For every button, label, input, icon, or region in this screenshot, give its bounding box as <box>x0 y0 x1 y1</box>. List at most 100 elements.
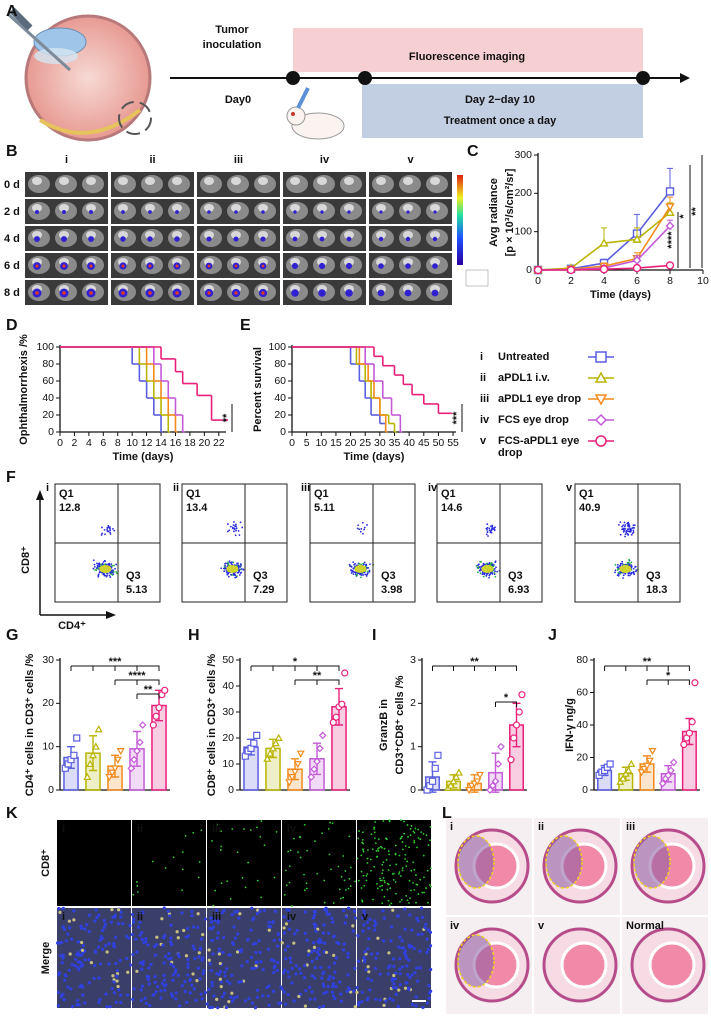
cd8-signal <box>226 880 229 883</box>
nucleus <box>174 991 178 995</box>
column-label: iv <box>320 154 330 166</box>
signal-spot <box>406 210 410 214</box>
nucleus <box>404 981 408 985</box>
cd8-signal <box>172 856 175 859</box>
data-point <box>665 221 675 231</box>
significance-bracket <box>70 665 160 671</box>
y-axis-label: Percent survival <box>252 347 264 432</box>
cd8-signal <box>422 833 425 835</box>
quadrant-name: Q3 <box>253 570 268 582</box>
data-point <box>664 771 673 780</box>
flow-event <box>488 576 490 579</box>
significance-label: ** <box>690 207 702 216</box>
cd8-signal <box>181 851 184 854</box>
y-tick-label: 60 <box>42 375 54 387</box>
flow-event <box>478 569 481 572</box>
data-point <box>632 263 642 273</box>
nucleus <box>255 911 260 916</box>
nucleus <box>132 987 136 991</box>
flow-event <box>234 534 237 537</box>
nucleus <box>289 960 293 964</box>
flow-panel-tag: iv <box>428 482 438 494</box>
cd8-signal <box>220 845 223 848</box>
cd8-signal <box>405 895 408 897</box>
nucleus <box>59 994 63 999</box>
cd8-signal <box>260 820 263 822</box>
flow-event <box>229 525 232 528</box>
nucleus <box>326 984 330 989</box>
y-axis-label: Ophthalmorrhexis /% <box>18 334 30 445</box>
nucleus <box>330 990 335 994</box>
column-label: i <box>65 154 68 166</box>
cd8-signal <box>376 855 379 858</box>
data-point <box>665 203 675 212</box>
cd8-signal <box>381 863 384 866</box>
flow-event <box>109 529 112 532</box>
nucleus <box>313 925 317 929</box>
cd8-signal <box>361 839 364 841</box>
legend-tag: i <box>480 351 483 363</box>
nucleus <box>293 932 297 936</box>
cd8-signal <box>408 846 410 849</box>
y-tick-label: 20 <box>222 732 234 744</box>
nucleus <box>162 978 166 982</box>
nucleus <box>287 927 292 931</box>
mouse-illustration <box>286 87 345 140</box>
significance-bracket <box>495 701 517 707</box>
flow-event <box>622 524 625 527</box>
flow-event <box>240 567 243 570</box>
nucleus <box>375 951 380 956</box>
nucleus <box>310 959 314 963</box>
nucleus <box>210 984 214 988</box>
flow-event <box>482 562 485 565</box>
flow-event <box>225 562 227 565</box>
significance-label: *** <box>109 656 123 668</box>
timeline-dot <box>358 71 372 85</box>
nucleus <box>104 992 108 996</box>
nucleus <box>236 932 240 936</box>
signal-spot <box>207 291 211 295</box>
flow-event <box>224 567 227 570</box>
cd8-signal <box>342 896 344 899</box>
x-tick-label: 5 <box>304 437 310 449</box>
nucleus <box>408 976 412 980</box>
data-point <box>497 742 505 751</box>
flow-event <box>357 524 359 527</box>
cd8-signal <box>184 835 187 837</box>
cd8-signal <box>323 901 326 904</box>
cd8-signal <box>427 844 430 846</box>
nucleus <box>186 962 190 966</box>
nucleus <box>93 950 98 954</box>
x-tick-label: 0 <box>289 437 295 449</box>
cd8-signal <box>379 845 382 848</box>
nucleus <box>201 956 205 960</box>
flow-density <box>226 564 239 573</box>
nucleus <box>70 963 74 967</box>
mouse-image <box>403 258 413 266</box>
timeline-arrow <box>680 73 690 83</box>
nucleus <box>238 912 242 916</box>
x-tick-label: 14 <box>155 437 167 449</box>
x-tick-label: 20 <box>199 437 211 449</box>
flow-density <box>481 564 494 573</box>
nucleus <box>249 928 253 932</box>
nucleus <box>182 928 186 933</box>
nucleus <box>176 936 180 940</box>
nucleus <box>115 979 119 983</box>
nucleus <box>191 944 195 948</box>
flow-event <box>93 563 96 566</box>
x-tick-label: 22 <box>213 437 225 449</box>
nucleus <box>331 920 335 924</box>
signal-spot <box>431 289 439 297</box>
data-point <box>94 725 103 733</box>
nucleus <box>87 958 91 962</box>
mouse-image <box>403 177 413 185</box>
nucleus <box>261 994 265 998</box>
quadrant-value: 12.8 <box>59 502 80 514</box>
significance-bracket <box>250 665 340 671</box>
cd8-signal <box>410 869 413 872</box>
data-point <box>452 772 461 780</box>
nucleus <box>63 978 67 983</box>
nucleus <box>332 961 337 965</box>
nucleus <box>302 976 307 980</box>
